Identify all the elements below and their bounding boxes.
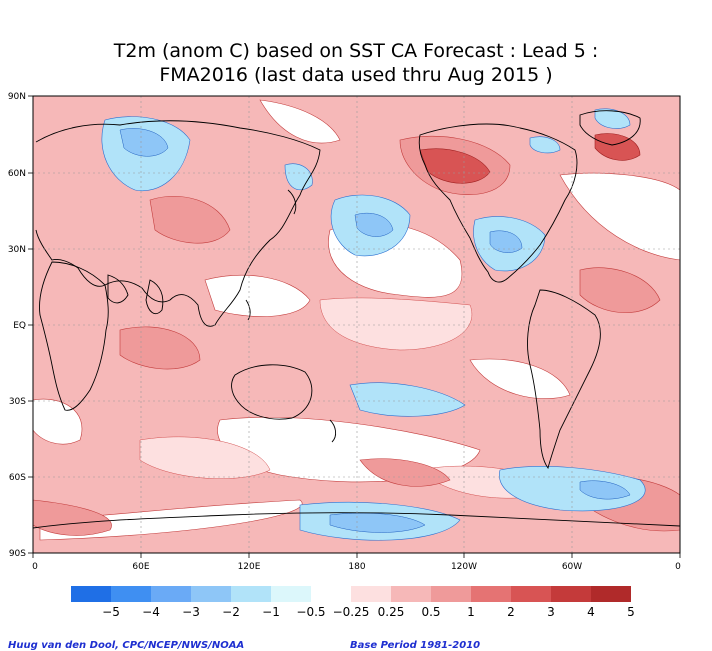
lon-labels: 0 60E 120E 180 120W 60W 0 bbox=[32, 562, 681, 572]
legend-tick-label: 5 bbox=[627, 605, 635, 619]
lat-label: EQ bbox=[13, 321, 26, 331]
lon-label: 180 bbox=[348, 562, 365, 572]
legend-swatch bbox=[551, 586, 591, 602]
lon-label: 0 bbox=[675, 562, 681, 572]
legend-tick-label: 0.25 bbox=[378, 605, 405, 619]
color-legend: −5 −4 −3 −2 −1 −0.5 −0.25 0.25 0.5 1 2 3 4 5 bbox=[71, 586, 635, 619]
legend-tick-label: −0.25 bbox=[333, 605, 370, 619]
legend-tick-label: −1 bbox=[262, 605, 280, 619]
lat-label: 60S bbox=[9, 473, 26, 483]
lat-label: 30S bbox=[9, 397, 26, 407]
legend-tick-label: 0.5 bbox=[421, 605, 440, 619]
legend-tick-label: 1 bbox=[467, 605, 475, 619]
legend-swatch bbox=[351, 586, 391, 602]
author-credit: Huug van den Dool, CPC/NCEP/NWS/NOAA bbox=[8, 640, 245, 651]
lon-label: 0 bbox=[32, 562, 38, 572]
legend-swatch bbox=[231, 586, 271, 602]
legend-tick-label: −2 bbox=[222, 605, 240, 619]
map-title-line-2: FMA2016 (last data used thru Aug 2015 ) bbox=[159, 64, 553, 86]
legend-swatch bbox=[191, 586, 231, 602]
lat-label: 90N bbox=[8, 92, 26, 102]
legend-swatch bbox=[591, 586, 631, 602]
legend-swatch bbox=[431, 586, 471, 602]
graticule bbox=[33, 96, 680, 553]
legend-swatch bbox=[311, 586, 351, 602]
legend-swatch bbox=[111, 586, 151, 602]
legend-tick-label: −4 bbox=[142, 605, 160, 619]
legend-tick-label: −5 bbox=[102, 605, 120, 619]
lat-labels: 90N 60N 30N EQ 30S 60S 90S bbox=[8, 92, 26, 559]
legend-swatch bbox=[71, 586, 111, 602]
legend-swatch bbox=[271, 586, 311, 602]
coastlines bbox=[33, 110, 680, 529]
legend-swatch bbox=[511, 586, 551, 602]
legend-tick-label: 3 bbox=[547, 605, 555, 619]
legend-tick-label: 2 bbox=[507, 605, 515, 619]
lon-label: 60E bbox=[132, 562, 149, 572]
map-frame bbox=[32, 95, 681, 554]
legend-swatch bbox=[471, 586, 511, 602]
lat-label: 30N bbox=[8, 245, 26, 255]
map-title-line-1: T2m (anom C) based on SST CA Forecast : … bbox=[113, 40, 599, 62]
lat-label: 90S bbox=[9, 549, 26, 559]
very-warm-regions bbox=[419, 133, 641, 184]
base-period: Base Period 1981-2010 bbox=[350, 640, 481, 651]
legend-tick-label: −3 bbox=[182, 605, 200, 619]
legend-swatch bbox=[391, 586, 431, 602]
legend-tick-label: 4 bbox=[587, 605, 595, 619]
axis-ticks bbox=[28, 95, 681, 558]
light-warm-regions bbox=[139, 297, 561, 499]
legend-tick-label: −0.5 bbox=[296, 605, 325, 619]
lon-label: 120W bbox=[451, 562, 477, 572]
stronger-cool-regions bbox=[119, 128, 631, 533]
lon-label: 60W bbox=[562, 562, 582, 572]
lon-label: 120E bbox=[238, 562, 261, 572]
legend-swatch bbox=[151, 586, 191, 602]
lat-label: 60N bbox=[8, 169, 26, 179]
